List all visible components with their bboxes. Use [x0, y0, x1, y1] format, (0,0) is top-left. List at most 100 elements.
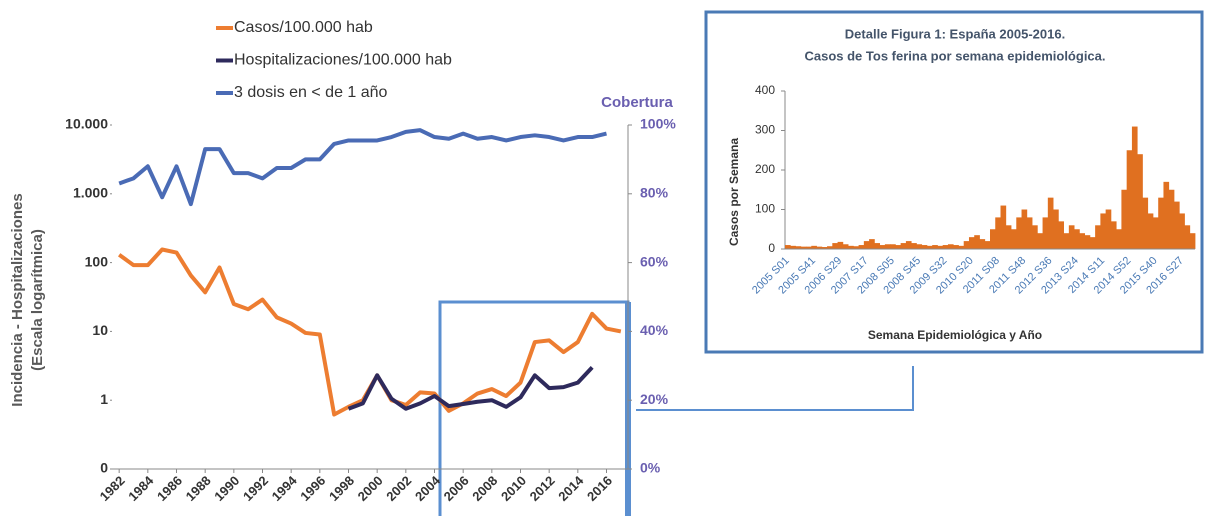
bar — [837, 241, 844, 249]
bar — [1142, 197, 1149, 249]
bar — [926, 245, 933, 249]
bar — [968, 237, 975, 249]
bar — [832, 243, 838, 249]
inset-y-tick-label: 0 — [768, 241, 775, 255]
x-tick-label: 2000 — [355, 473, 386, 504]
bar — [869, 239, 875, 249]
x-tick-label: 2002 — [383, 473, 414, 504]
inset-y-tick-label: 200 — [755, 162, 775, 176]
bar — [916, 244, 923, 249]
y2-tick-label: 40% — [640, 322, 669, 338]
bar — [1095, 225, 1101, 249]
y2-label: Cobertura — [601, 94, 673, 111]
bar — [858, 245, 865, 249]
y-tick-label: 0 — [100, 460, 108, 476]
x-tick-label: 2016 — [584, 473, 615, 504]
x-tick-label: 2012 — [527, 473, 558, 504]
x-tick-label: 1998 — [326, 473, 357, 504]
inset-subtitle: Casos de Tos ferina por semana epidemiol… — [804, 48, 1105, 63]
bar — [1084, 235, 1091, 249]
bar — [1110, 221, 1117, 249]
legend-label: Hospitalizaciones/100.000 hab — [234, 52, 452, 69]
legend-label: Casos/100.000 hab — [234, 19, 373, 36]
inset-title: Detalle Figura 1: España 2005-2016. — [845, 26, 1065, 41]
bar — [879, 245, 886, 249]
y-tick-label: 10 — [92, 322, 108, 338]
bar — [827, 246, 833, 249]
inset-frame — [704, 10, 1204, 354]
inset-x-label: Semana Epidemiológica y Año — [868, 328, 1042, 342]
bar — [995, 217, 1001, 249]
bar — [937, 245, 944, 249]
y-tick-label: 10.000 — [65, 116, 108, 132]
bar — [900, 243, 907, 249]
x-tick-label: 2006 — [441, 473, 472, 504]
bar — [785, 245, 791, 249]
bar — [1074, 229, 1080, 249]
bar — [1000, 205, 1007, 249]
x-tick-label: 2008 — [469, 473, 500, 504]
bar — [1011, 229, 1017, 249]
bar — [1105, 209, 1112, 249]
bar — [884, 244, 891, 249]
bar — [905, 241, 912, 249]
bar — [1168, 189, 1175, 249]
y2-tick-label: 0% — [640, 460, 661, 476]
bar — [1058, 221, 1064, 249]
bar — [1121, 189, 1128, 249]
inset-y-tick-label: 100 — [755, 202, 775, 216]
bar — [984, 241, 991, 249]
y2-tick-label: 60% — [640, 253, 669, 269]
bar — [1137, 154, 1143, 249]
bar — [1189, 233, 1196, 249]
bar — [863, 241, 870, 249]
bar — [874, 243, 881, 249]
x-tick-label: 1982 — [97, 473, 128, 504]
bar — [1131, 126, 1138, 249]
bar — [947, 244, 954, 249]
bar — [1053, 209, 1059, 249]
x-tick-label: 2014 — [555, 472, 587, 504]
x-tick-label: 1990 — [211, 473, 242, 504]
bar — [979, 239, 986, 249]
bar — [1068, 225, 1075, 249]
y-label: (Escala logarítmica) — [29, 229, 46, 371]
bar — [1163, 181, 1170, 249]
bar — [1047, 197, 1054, 249]
x-tick-label: 1996 — [297, 473, 328, 504]
bar — [795, 246, 802, 249]
x-tick-label: 1992 — [240, 473, 271, 504]
y-tick-label: 1 — [100, 391, 108, 407]
bar — [1158, 197, 1164, 249]
x-tick-label: 1988 — [183, 473, 214, 504]
bar — [842, 244, 849, 249]
bar — [1184, 225, 1191, 249]
y-label: Incidencia - Hospitalizaciones — [9, 193, 26, 406]
bar — [1116, 229, 1122, 249]
inset-y-tick-label: 300 — [755, 123, 775, 137]
bar — [1063, 233, 1070, 249]
x-tick-label: 1984 — [125, 472, 157, 504]
bar — [790, 245, 796, 249]
connector — [636, 366, 914, 411]
bar — [821, 247, 828, 249]
bar — [921, 245, 928, 249]
inset-y-tick-label: 400 — [755, 83, 775, 97]
bar — [1126, 150, 1133, 249]
bar — [1089, 237, 1096, 249]
bar — [1016, 217, 1022, 249]
y2-tick-label: 80% — [640, 185, 669, 201]
bar — [953, 245, 959, 249]
bar — [1037, 233, 1043, 249]
bar — [1173, 201, 1180, 249]
bar — [853, 246, 859, 249]
bar — [1005, 225, 1012, 249]
series-line — [347, 366, 594, 411]
bar — [1152, 217, 1159, 249]
x-tick-label: 1986 — [154, 473, 185, 504]
bar — [932, 245, 938, 249]
bar — [958, 245, 965, 249]
bar — [806, 246, 812, 249]
bar — [1021, 209, 1028, 249]
